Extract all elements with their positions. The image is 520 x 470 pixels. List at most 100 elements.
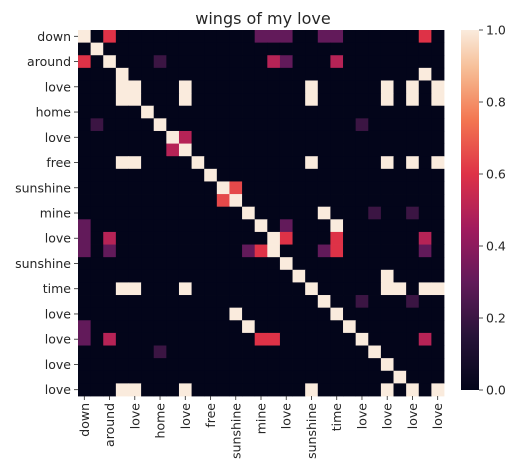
heatmap-cell (115, 30, 129, 44)
heatmap-cell (355, 332, 369, 346)
heatmap-cell (229, 257, 243, 271)
heatmap-cell (242, 181, 256, 195)
heatmap-cell (90, 244, 104, 258)
heatmap-cell (115, 219, 129, 233)
heatmap-cell (153, 282, 167, 296)
heatmap-cell (418, 105, 432, 119)
heatmap-cell (153, 118, 167, 132)
heatmap-cell (406, 30, 420, 44)
heatmap-cell (317, 42, 331, 56)
heatmap-cell (431, 370, 445, 384)
heatmap-cell (317, 168, 331, 182)
heatmap-cell (115, 42, 129, 56)
heatmap-cell (229, 30, 243, 44)
heatmap-cell (90, 156, 104, 170)
heatmap-cell (242, 67, 256, 81)
heatmap-cell (141, 80, 155, 94)
colorbar-tick-label: 0.4 (486, 239, 506, 254)
heatmap-cell (166, 219, 180, 233)
heatmap-cell (216, 257, 230, 271)
heatmap-cell (305, 168, 319, 182)
heatmap-cell (103, 383, 117, 397)
heatmap-cell (380, 269, 394, 283)
heatmap-cell (115, 67, 129, 81)
y-tick-label: sunshine (15, 180, 71, 195)
heatmap-cell (406, 181, 420, 195)
heatmap-cell (380, 80, 394, 94)
heatmap-cell (343, 219, 357, 233)
heatmap-cell (78, 307, 92, 321)
heatmap-cell (418, 30, 432, 44)
heatmap-cell (216, 219, 230, 233)
heatmap-cell (267, 320, 281, 334)
heatmap-cell (368, 219, 382, 233)
heatmap-cell (380, 206, 394, 220)
heatmap-cell (204, 156, 218, 170)
heatmap-cell (267, 105, 281, 119)
heatmap-cell (204, 30, 218, 44)
heatmap-cell (153, 156, 167, 170)
heatmap-cell (431, 93, 445, 107)
heatmap-cell (431, 244, 445, 258)
heatmap-cell (279, 332, 293, 346)
heatmap-cell (305, 307, 319, 321)
heatmap-cell (393, 257, 407, 271)
colorbar-tick-label: 0.6 (486, 167, 506, 182)
heatmap-cell (380, 244, 394, 258)
heatmap-cell (141, 206, 155, 220)
heatmap-cell (431, 168, 445, 182)
heatmap-cell (153, 194, 167, 208)
heatmap-cell (431, 257, 445, 271)
heatmap-cell (141, 358, 155, 372)
heatmap-cell (128, 156, 142, 170)
heatmap-cell (380, 143, 394, 157)
heatmap-cell (330, 93, 344, 107)
heatmap-cell (317, 244, 331, 258)
y-tick-label: down (37, 29, 71, 44)
colorbar-tick-label: 0.8 (486, 95, 506, 110)
heatmap-cell (229, 156, 243, 170)
heatmap-cell (166, 244, 180, 258)
heatmap-cell (343, 358, 357, 372)
heatmap-cell (153, 80, 167, 94)
heatmap-cell (103, 118, 117, 132)
heatmap-cell (103, 168, 117, 182)
heatmap-cell (103, 206, 117, 220)
heatmap-cell (406, 219, 420, 233)
heatmap-cell (355, 244, 369, 258)
heatmap-cell (305, 143, 319, 157)
heatmap-cell (330, 231, 344, 245)
heatmap-cell (90, 295, 104, 309)
heatmap-cell (330, 118, 344, 132)
heatmap-cell (305, 130, 319, 144)
heatmap-cell (305, 295, 319, 309)
heatmap-cell (229, 345, 243, 359)
heatmap-cell (431, 55, 445, 69)
heatmap-cell (141, 156, 155, 170)
heatmap-cell (204, 206, 218, 220)
heatmap-cell (254, 219, 268, 233)
heatmap-cell (267, 194, 281, 208)
heatmap-cell (330, 67, 344, 81)
heatmap-cell (166, 30, 180, 44)
heatmap-cell (279, 181, 293, 195)
heatmap-cell (393, 181, 407, 195)
x-tick-label: love (380, 403, 395, 430)
heatmap-cell (128, 257, 142, 271)
heatmap-cell (330, 370, 344, 384)
heatmap-cell (305, 194, 319, 208)
heatmap-cell (229, 55, 243, 69)
heatmap-cell (267, 80, 281, 94)
heatmap-cell (418, 80, 432, 94)
heatmap-cell (418, 282, 432, 296)
heatmap-cell (317, 282, 331, 296)
heatmap-cell (141, 307, 155, 321)
heatmap-cell (418, 370, 432, 384)
heatmap-cell (115, 269, 129, 283)
heatmap-cell (166, 370, 180, 384)
heatmap-cell (267, 269, 281, 283)
heatmap-cell (292, 231, 306, 245)
heatmap-cell (103, 67, 117, 81)
heatmap-cell (191, 181, 205, 195)
heatmap-cell (153, 257, 167, 271)
